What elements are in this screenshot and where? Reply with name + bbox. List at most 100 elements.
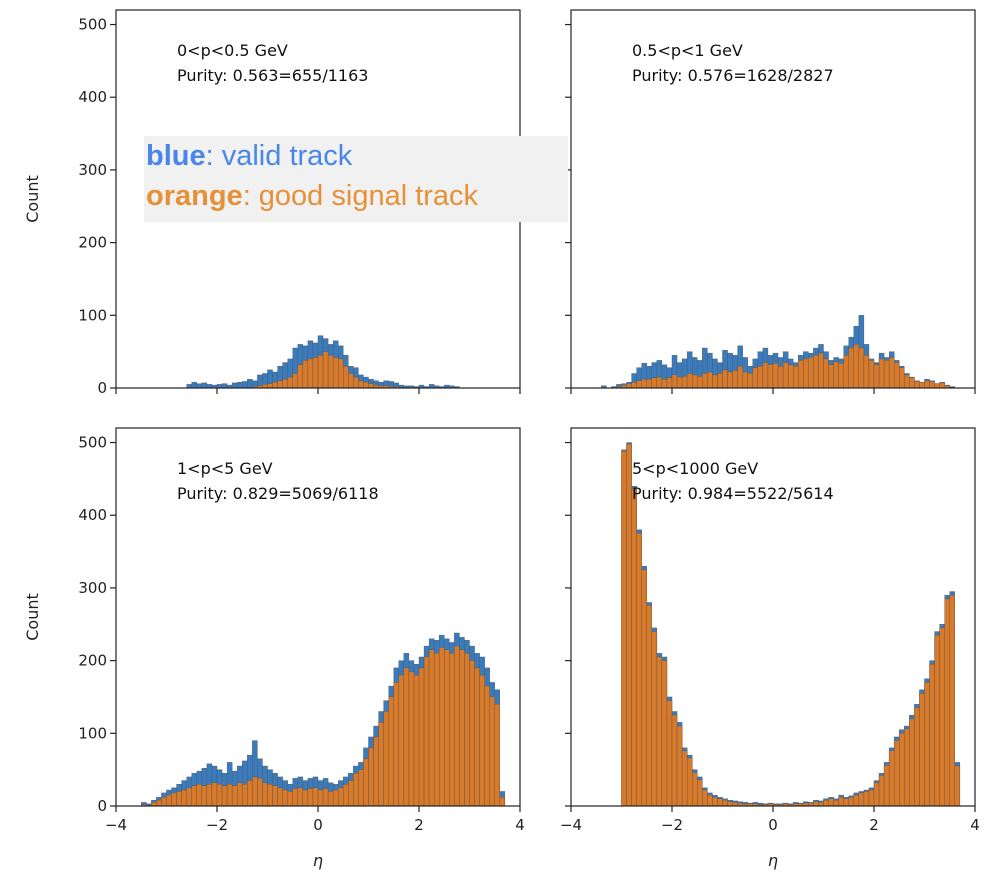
histogram-bar-signal bbox=[252, 776, 258, 807]
histogram-bar-signal bbox=[692, 772, 698, 807]
histogram-bar-signal bbox=[868, 789, 875, 807]
y-tick-label: 500 bbox=[78, 16, 107, 34]
histogram-bar-signal bbox=[651, 377, 658, 389]
histogram-bar-signal bbox=[899, 733, 905, 807]
panel-momentum-label: 5<p<1000 GeV bbox=[632, 459, 758, 478]
histogram-bar-signal bbox=[722, 799, 728, 807]
histogram-bar-signal bbox=[327, 355, 334, 389]
histogram-bar-signal bbox=[332, 789, 339, 807]
histogram-bar-signal bbox=[853, 794, 860, 807]
histogram-bar-signal bbox=[686, 373, 693, 389]
histogram-bar-signal bbox=[338, 358, 344, 389]
histogram-bar-signal bbox=[823, 799, 829, 807]
histogram-bar-signal bbox=[368, 747, 374, 807]
histogram-bar-signal bbox=[651, 631, 658, 807]
histogram-bar-signal bbox=[873, 364, 880, 389]
histogram-bar-signal bbox=[858, 347, 865, 389]
panel-momentum-label: 0.5<p<1 GeV bbox=[632, 41, 743, 60]
histogram-bar-signal bbox=[828, 364, 834, 389]
histogram-bar-signal bbox=[408, 671, 415, 807]
histogram-bar-signal bbox=[894, 362, 900, 389]
histogram-bar-signal bbox=[348, 780, 354, 807]
histogram-bar-signal bbox=[156, 799, 162, 807]
histogram-bar-signal bbox=[878, 775, 885, 807]
histogram-bar-signal bbox=[368, 383, 374, 389]
histogram-bar-signal bbox=[302, 789, 309, 807]
histogram-bar-signal bbox=[433, 653, 440, 807]
histogram-bar-signal bbox=[697, 376, 703, 389]
histogram-bar-signal bbox=[848, 797, 855, 807]
histogram-bar-signal bbox=[702, 373, 708, 389]
histogram-bar-signal bbox=[954, 765, 961, 807]
histogram-bar-signal bbox=[843, 355, 849, 389]
histogram-bar-signal bbox=[934, 383, 940, 389]
histogram-bar-signal bbox=[858, 792, 865, 807]
x-tick-label: 4 bbox=[970, 816, 980, 834]
histogram-bar-signal bbox=[661, 379, 668, 389]
histogram-bar-signal bbox=[838, 797, 844, 807]
histogram-bar-signal bbox=[828, 798, 834, 807]
histogram-bar-signal bbox=[484, 685, 490, 807]
panel-purity-label: Purity: 0.563=655/1163 bbox=[177, 66, 368, 85]
y-axis-label: Count bbox=[23, 175, 42, 223]
histogram-bar-signal bbox=[904, 728, 910, 807]
histogram-bar-signal bbox=[762, 362, 769, 389]
panel-momentum-label: 1<p<5 GeV bbox=[177, 459, 273, 478]
histogram-bar-signal bbox=[262, 782, 268, 807]
histogram-bar-signal bbox=[707, 794, 713, 807]
legend-blue-word: blue bbox=[146, 140, 206, 172]
panel-purity-label: Purity: 0.829=5069/6118 bbox=[177, 484, 379, 503]
histogram-bar-signal bbox=[772, 363, 779, 389]
histogram-bar-signal bbox=[353, 773, 359, 807]
histogram-bar-signal bbox=[282, 379, 288, 389]
histogram-bar-signal bbox=[454, 645, 460, 807]
histogram-bar-signal bbox=[272, 785, 278, 807]
panel-purity-label: Purity: 0.984=5522/5614 bbox=[632, 484, 834, 503]
histogram-bar-signal bbox=[843, 798, 849, 807]
histogram-bar-signal bbox=[626, 383, 632, 389]
histogram-bar-signal bbox=[277, 380, 283, 389]
histogram-bar-signal bbox=[383, 711, 389, 807]
x-tick-label: 0 bbox=[313, 816, 323, 834]
histogram-bar-signal bbox=[939, 382, 945, 389]
histogram-bar-signal bbox=[681, 750, 688, 807]
histogram-bar-signal bbox=[697, 779, 703, 807]
histogram-bar-signal bbox=[702, 789, 708, 807]
histogram-bar-signal bbox=[226, 783, 233, 807]
histogram-bar-signal bbox=[469, 660, 475, 807]
y-tick-label: 300 bbox=[78, 161, 107, 179]
histogram-bar-signal bbox=[247, 780, 253, 807]
y-tick-label: 200 bbox=[78, 652, 107, 670]
histogram-bar-signal bbox=[403, 667, 410, 807]
histogram-bar-signal bbox=[479, 674, 485, 807]
histogram-bar-valid bbox=[196, 383, 203, 389]
y-tick-label: 0 bbox=[97, 379, 107, 397]
histogram-bar-signal bbox=[727, 371, 733, 389]
histogram-bar-signal bbox=[221, 785, 228, 807]
histogram-bar-signal bbox=[909, 718, 915, 807]
histogram-bar-signal bbox=[798, 360, 804, 389]
x-tick-label: 0 bbox=[768, 816, 778, 834]
histogram-bar-signal bbox=[919, 693, 925, 807]
legend-blue-entry: blue: valid track bbox=[146, 136, 568, 176]
histogram-bar-signal bbox=[423, 656, 430, 807]
y-tick-label: 300 bbox=[78, 579, 107, 597]
histogram-bar-signal bbox=[752, 367, 759, 389]
histogram-bar-signal bbox=[707, 371, 713, 389]
histogram-bar-signal bbox=[944, 598, 950, 807]
histogram-bar-signal bbox=[636, 533, 642, 807]
histogram-bar-signal bbox=[267, 783, 273, 807]
histogram-bar-signal bbox=[787, 364, 794, 389]
histogram-bar-signal bbox=[292, 373, 299, 389]
histogram-bar-valid bbox=[242, 381, 248, 389]
histogram-bar-signal bbox=[853, 344, 860, 389]
histogram-bar-signal bbox=[166, 794, 172, 807]
histogram-bar-signal bbox=[449, 653, 455, 807]
histogram-bar-signal bbox=[459, 649, 465, 807]
histogram-bar-signal bbox=[428, 649, 435, 807]
histogram-bar-signal bbox=[676, 725, 683, 807]
histogram-bar-signal bbox=[666, 377, 673, 389]
histogram-bar-signal bbox=[196, 783, 203, 807]
histogram-bar-valid bbox=[221, 383, 228, 389]
histogram-bar-signal bbox=[737, 365, 743, 389]
